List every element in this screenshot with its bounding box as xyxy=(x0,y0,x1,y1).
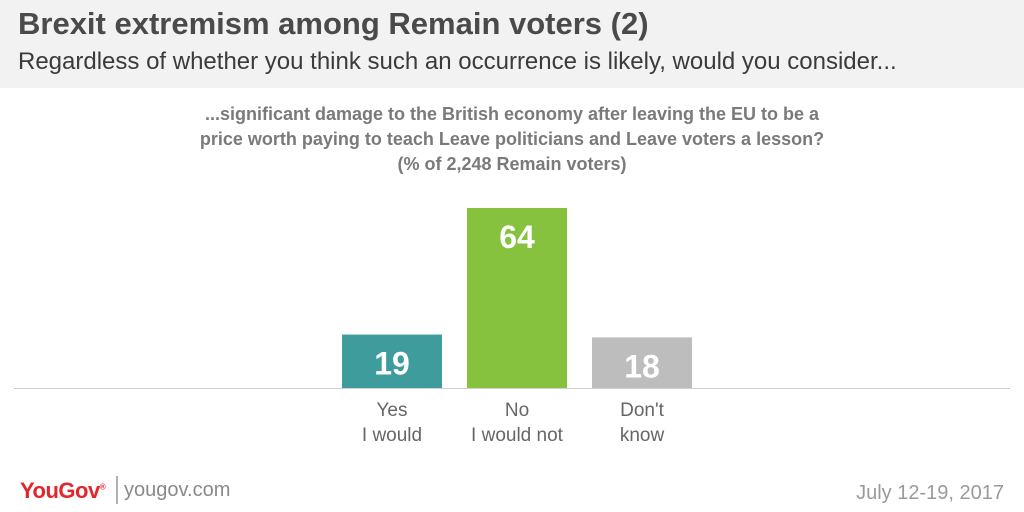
chart-subtitle: Regardless of whether you think such an … xyxy=(18,48,897,75)
category-label-0-0: Yes xyxy=(377,400,408,421)
yougov-logo: YouGov® xyxy=(20,478,106,504)
footer-date: July 12-19, 2017 xyxy=(856,482,1004,504)
bar-value-label-0: 19 xyxy=(374,346,410,382)
bar-value-label-1: 64 xyxy=(499,219,535,255)
category-label-2-1: know xyxy=(620,425,665,446)
category-label-1-1: I would not xyxy=(471,425,564,446)
bar-2 xyxy=(592,337,692,388)
question-base: (% of 2,248 Remain voters) xyxy=(397,154,627,174)
bar-1 xyxy=(467,208,567,388)
logo-text: YouGov xyxy=(20,478,100,503)
category-label-0-1: I would xyxy=(362,425,422,446)
question-line-1: ...significant damage to the British eco… xyxy=(204,104,820,124)
header-band: Brexit extremism among Remain voters (2)… xyxy=(0,0,1024,88)
registered-mark: ® xyxy=(99,482,106,492)
question-line-2: price worth paying to teach Leave politi… xyxy=(199,129,825,149)
bar-value-label-2: 18 xyxy=(624,348,660,384)
question-text: ...significant damage to the British eco… xyxy=(112,102,912,177)
footer-divider xyxy=(116,476,118,504)
chart-title: Brexit extremism among Remain voters (2) xyxy=(18,6,649,41)
category-label-1-0: No xyxy=(505,400,529,421)
category-label-2-0: Don't xyxy=(620,400,664,421)
bar-0 xyxy=(342,334,442,388)
footer-site[interactable]: yougov.com xyxy=(124,479,231,501)
